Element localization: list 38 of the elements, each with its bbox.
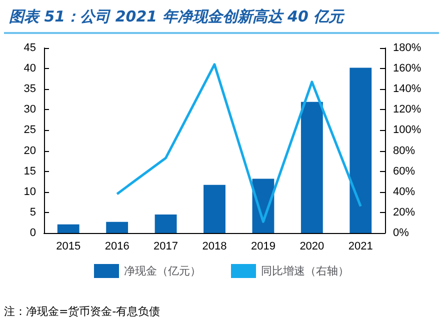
- bar: [300, 102, 323, 233]
- bar: [204, 184, 226, 233]
- chart-title: 图表 51：公司 2021 年净现金创新高达 40 亿元: [9, 8, 346, 26]
- y2-tick-label: 160%: [393, 62, 422, 75]
- y-tick-label: 0: [30, 227, 36, 239]
- y2-tick-label: 120%: [393, 104, 422, 116]
- bar: [154, 214, 177, 233]
- y2-tick-label: 100%: [393, 124, 422, 136]
- y2-tick-label: 0%: [393, 227, 410, 239]
- text: 注：净现金=货币资金-有息负债: [4, 305, 160, 318]
- y2-tick-label: 140%: [393, 83, 422, 96]
- y2-tick-label: 40%: [393, 186, 416, 198]
- y-tick-label: 15: [24, 165, 36, 178]
- y2-tick-label: 80%: [393, 144, 416, 157]
- y-tick-label: 20: [24, 144, 36, 157]
- bar: [106, 222, 128, 233]
- x-tick-label: 2020: [300, 240, 324, 252]
- y-tick-label: 35: [24, 83, 36, 96]
- y2-tick-label: 60%: [393, 165, 416, 178]
- y-tick-label: 5: [30, 206, 36, 218]
- x-tick-label: 2018: [202, 240, 227, 252]
- x-tick-label: 2021: [348, 240, 373, 252]
- x-tick-label: 2016: [104, 240, 130, 252]
- y-tick-label: 45: [24, 42, 36, 54]
- legend-label: 净现金（亿元）: [124, 264, 201, 278]
- y-tick-label: 30: [24, 104, 36, 116]
- y2-tick-label: 180%: [393, 42, 422, 54]
- x-tick-label: 2017: [154, 240, 178, 252]
- y2-tick-label: 20%: [393, 206, 416, 218]
- y-tick-label: 25: [24, 124, 36, 136]
- legend-label: 同比增速（右轴）: [261, 264, 349, 278]
- x-tick-label: 2019: [250, 240, 276, 252]
- bar: [350, 68, 372, 233]
- bar: [57, 224, 80, 233]
- x-tick-label: 2015: [56, 240, 81, 252]
- line-series: [116, 63, 362, 223]
- y-tick-label: 40: [24, 62, 36, 75]
- y-tick-label: 10: [24, 186, 36, 198]
